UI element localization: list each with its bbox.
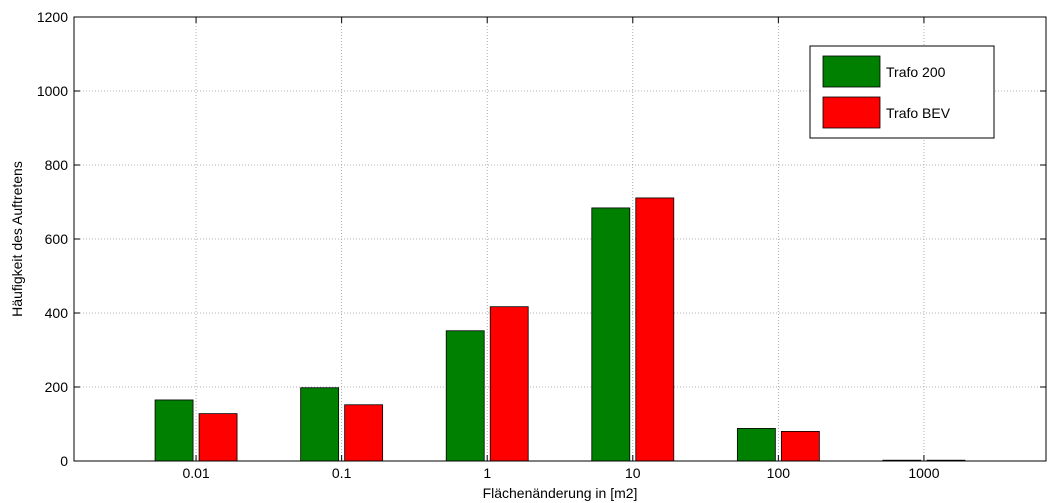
x-tick-label: 1 — [483, 465, 491, 481]
bar-trafo-200 — [591, 207, 631, 462]
y-axis-label: Häufigkeit des Auftretens — [9, 161, 25, 317]
x-tick-label: 10 — [625, 465, 641, 481]
bar-trafo-200 — [445, 330, 485, 462]
y-tick-label: 600 — [45, 231, 69, 247]
bar-trafo-bev — [198, 413, 238, 462]
x-tick-label: 0.01 — [182, 465, 209, 481]
legend-label: Trafo 200 — [886, 64, 946, 80]
bar-trafo-bev — [780, 430, 820, 462]
y-tick-label: 800 — [45, 157, 69, 173]
legend-label: Trafo BEV — [886, 105, 951, 121]
x-tick-label: 100 — [767, 465, 791, 481]
bar-trafo-bev — [635, 197, 675, 462]
bar-trafo-200 — [300, 387, 340, 462]
grid-lines — [74, 17, 1046, 461]
bar-group — [154, 197, 966, 462]
y-tick-label: 400 — [45, 305, 69, 321]
y-tick-label: 0 — [60, 453, 68, 469]
x-axis-label: Flächenänderung in [m2] — [483, 485, 638, 501]
y-tick-label: 1200 — [37, 9, 68, 25]
y-tick-label: 1000 — [37, 83, 68, 99]
axes: 0 200 400 600 800 1000 1200 0.01 0.1 1 10 100 1000 — [37, 9, 1046, 481]
bar-trafo-bev — [489, 306, 529, 462]
bar-trafo-200 — [736, 428, 776, 462]
legend-swatch — [822, 96, 881, 129]
bar-trafo-bev — [344, 404, 384, 462]
bar-trafo-200 — [154, 399, 194, 462]
legend: Trafo 200 Trafo BEV — [809, 45, 995, 139]
legend-swatch — [822, 55, 881, 88]
y-tick-label: 200 — [45, 379, 69, 395]
x-tick-label: 1000 — [908, 465, 939, 481]
x-tick-label: 0.1 — [332, 465, 352, 481]
